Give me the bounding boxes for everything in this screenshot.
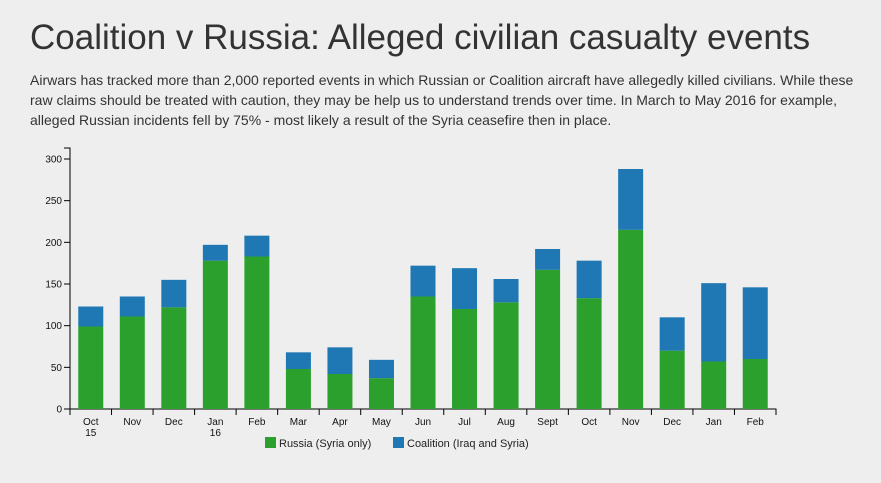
bar-coalition [742,287,768,359]
x-tick-label: Jan [706,417,722,428]
bar-coalition [452,268,478,309]
x-tick-label: Dec [663,417,681,428]
bar-russia [327,374,353,409]
bar-coalition [368,359,394,379]
legend-label-russia: Russia (Syria only) [279,438,371,450]
y-axis-line [64,147,71,410]
bar-coalition [618,169,644,230]
bar-russia [742,359,768,409]
x-tick-label: Feb [248,417,266,428]
y-tick-label: 250 [45,196,62,207]
bar-coalition [410,265,436,297]
x-tick-label: Oct [83,417,99,428]
bar-russia [161,307,187,409]
x-tick-label: May [372,417,391,428]
x-tick-label: Jan [207,417,223,428]
chart-description: Airwars has tracked more than 2,000 repo… [30,72,854,128]
y-tick-label: 300 [45,155,62,166]
x-tick-label: 16 [210,428,222,439]
x-tick-label: Jun [415,417,431,428]
bar-coalition [78,306,104,327]
bar-russia [78,326,104,409]
bar-coalition [701,283,727,362]
bar-russia [659,350,685,409]
bar-russia [452,309,478,409]
bar-coalition [493,279,519,303]
bar-coalition [285,352,311,369]
x-tick-label: Aug [497,417,515,428]
bar-coalition [244,235,270,257]
bar-russia [202,260,228,409]
bar-russia [701,361,727,409]
bar-coalition [327,347,353,374]
legend-swatch-russia [265,437,276,448]
bar-russia [493,302,519,409]
bar-russia [368,378,394,409]
x-tick-label: Mar [290,417,308,428]
x-tick-label: Nov [622,417,640,428]
bar-russia [576,298,602,409]
bar-coalition [659,317,685,351]
legend-swatch-coalition [393,437,404,448]
x-tick-label: Sept [537,417,558,428]
y-tick-label: 0 [56,405,62,416]
y-tick-label: 50 [51,363,63,374]
bar-russia [618,229,644,409]
legend-label-coalition: Coalition (Iraq and Syria) [407,438,529,450]
page-title: Coalition v Russia: Alleged civilian cas… [30,18,811,57]
bar-russia [410,296,436,409]
bar-russia [119,316,145,409]
bar-coalition [119,296,145,317]
x-axis-line [69,408,777,415]
bar-russia [535,269,561,409]
bar-coalition [576,260,602,299]
x-tick-label: Oct [581,417,597,428]
y-tick-label: 150 [45,280,62,291]
x-tick-label: 15 [85,428,97,439]
y-tick-label: 100 [45,321,62,332]
x-tick-label: Apr [332,417,348,428]
bar-coalition [161,279,187,308]
bar-russia [285,369,311,409]
x-tick-label: Nov [123,417,141,428]
x-tick-label: Dec [165,417,183,428]
y-tick-label: 200 [45,238,62,249]
x-tick-label: Feb [747,417,765,428]
x-tick-label: Jul [458,417,471,428]
bar-russia [244,256,270,409]
bar-coalition [535,249,561,270]
bar-coalition [202,244,228,261]
